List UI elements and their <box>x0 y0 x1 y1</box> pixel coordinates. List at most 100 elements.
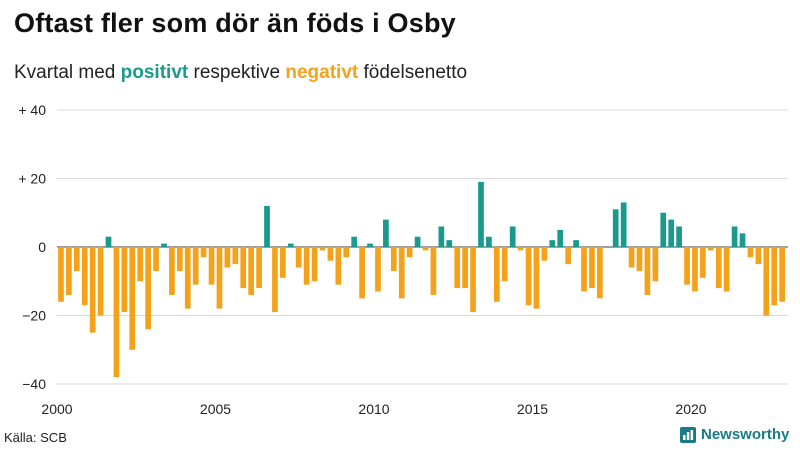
bar-2012Q2 <box>446 240 453 247</box>
bar-2010Q2 <box>383 219 389 247</box>
bar-2021Q3 <box>739 233 746 247</box>
bar-2015Q2 <box>541 247 548 261</box>
bar-2017Q1 <box>597 247 603 299</box>
bar-2009Q3 <box>359 247 365 299</box>
bar-2005Q1 <box>216 247 223 309</box>
y-tick-label: + 40 <box>18 102 46 118</box>
bar-2014Q2 <box>509 226 516 247</box>
bar-2001Q4 <box>113 247 120 378</box>
bar-2003Q1 <box>153 247 159 271</box>
bar-2010Q1 <box>375 247 381 292</box>
bar-2019Q2 <box>668 219 675 247</box>
bar-2000Q4 <box>81 247 88 306</box>
bar-2022Q2 <box>763 247 770 316</box>
bar-2019Q4 <box>684 247 690 285</box>
bar-2021Q1 <box>723 247 730 292</box>
bar-2003Q3 <box>169 247 175 295</box>
bar-2010Q4 <box>398 247 405 299</box>
x-tick-label: 2000 <box>41 401 72 417</box>
bar-2005Q3 <box>232 247 239 265</box>
bar-2013Q4 <box>493 247 500 302</box>
chart-subtitle: Kvartal med positivt respektive negativt… <box>14 62 467 84</box>
brand-name: Newsworthy <box>701 426 790 443</box>
bar-2013Q2 <box>478 181 484 247</box>
bar-2013Q1 <box>470 247 476 313</box>
bar-2008Q2 <box>319 247 326 251</box>
bar-2014Q3 <box>517 247 524 251</box>
bars <box>58 181 785 378</box>
brand: Newsworthy <box>680 426 789 443</box>
bar-2006Q4 <box>272 247 278 313</box>
bar-2008Q3 <box>327 247 334 261</box>
bar-2015Q1 <box>533 247 540 309</box>
bar-2018Q3 <box>644 247 651 295</box>
bar-2009Q4 <box>367 243 373 247</box>
bar-2019Q1 <box>660 212 667 247</box>
bar-2022Q1 <box>755 247 762 265</box>
y-tick-label: −20 <box>22 308 46 324</box>
bar-2002Q4 <box>145 247 151 330</box>
chart-title: Oftast fler som dör än föds i Osby <box>14 8 456 38</box>
bar-2004Q4 <box>208 247 215 285</box>
bar-2007Q3 <box>295 247 302 268</box>
y-axis: + 40 + 20 0 −20 −40 <box>18 102 46 392</box>
bar-2002Q2 <box>129 247 136 350</box>
bar-2021Q4 <box>747 247 754 258</box>
bar-2005Q2 <box>224 247 231 268</box>
bar-2018Q2 <box>636 247 643 271</box>
subtitle-suffix: födelsenetto <box>358 62 468 83</box>
bar-2013Q3 <box>486 236 492 247</box>
bar-2016Q1 <box>565 247 572 265</box>
bar-2003Q2 <box>161 243 167 247</box>
bar-2006Q1 <box>248 247 255 295</box>
bar-2018Q1 <box>628 247 635 268</box>
bar-2020Q2 <box>700 247 706 278</box>
subtitle-middle: respektive <box>188 62 286 83</box>
bar-2020Q3 <box>707 247 714 251</box>
bar-2016Q4 <box>589 247 595 289</box>
bar-2001Q2 <box>97 247 104 316</box>
bar-2002Q3 <box>137 247 144 282</box>
bar-2019Q3 <box>676 226 682 247</box>
bar-2000Q1 <box>58 247 64 302</box>
bar-2020Q1 <box>692 247 698 292</box>
bar-2021Q2 <box>731 226 738 247</box>
subtitle-prefix: Kvartal med <box>14 62 121 83</box>
bar-2007Q1 <box>280 247 286 278</box>
bar-2007Q2 <box>287 243 294 247</box>
bar-2011Q4 <box>430 247 437 295</box>
y-tick-label: 0 <box>38 239 46 255</box>
bar-2002Q1 <box>121 247 128 313</box>
bar-2014Q4 <box>525 247 532 306</box>
bar-2007Q4 <box>303 247 310 285</box>
bar-2015Q3 <box>549 240 556 247</box>
bar-2001Q3 <box>105 236 112 247</box>
bar-2015Q4 <box>557 229 564 247</box>
bar-2003Q4 <box>176 247 183 271</box>
x-tick-label: 2010 <box>358 401 389 417</box>
y-tick-label: −40 <box>22 376 46 392</box>
bar-2009Q1 <box>343 247 350 258</box>
bar-2000Q2 <box>66 247 72 295</box>
bar-2008Q4 <box>335 247 342 285</box>
bar-2000Q3 <box>73 247 80 271</box>
bar-2004Q3 <box>200 247 207 258</box>
bar-2017Q4 <box>620 202 627 247</box>
bar-2022Q4 <box>779 247 785 302</box>
x-tick-label: 2005 <box>200 401 231 417</box>
bar-2014Q1 <box>501 247 508 282</box>
bar-2012Q4 <box>462 247 468 289</box>
bar-2010Q3 <box>390 247 397 271</box>
bar-2011Q3 <box>422 247 429 251</box>
subtitle-negative: negativt <box>285 62 359 83</box>
bar-2005Q4 <box>240 247 247 289</box>
x-axis: 2000 2005 2010 2015 2020 <box>41 401 706 417</box>
bar-2012Q3 <box>454 247 461 289</box>
bar-2017Q3 <box>612 209 619 247</box>
bar-2006Q2 <box>256 247 262 289</box>
bar-2011Q1 <box>406 247 413 258</box>
bar-2009Q2 <box>351 236 358 247</box>
bar-2001Q1 <box>89 247 96 333</box>
y-tick-label: + 20 <box>18 171 46 187</box>
